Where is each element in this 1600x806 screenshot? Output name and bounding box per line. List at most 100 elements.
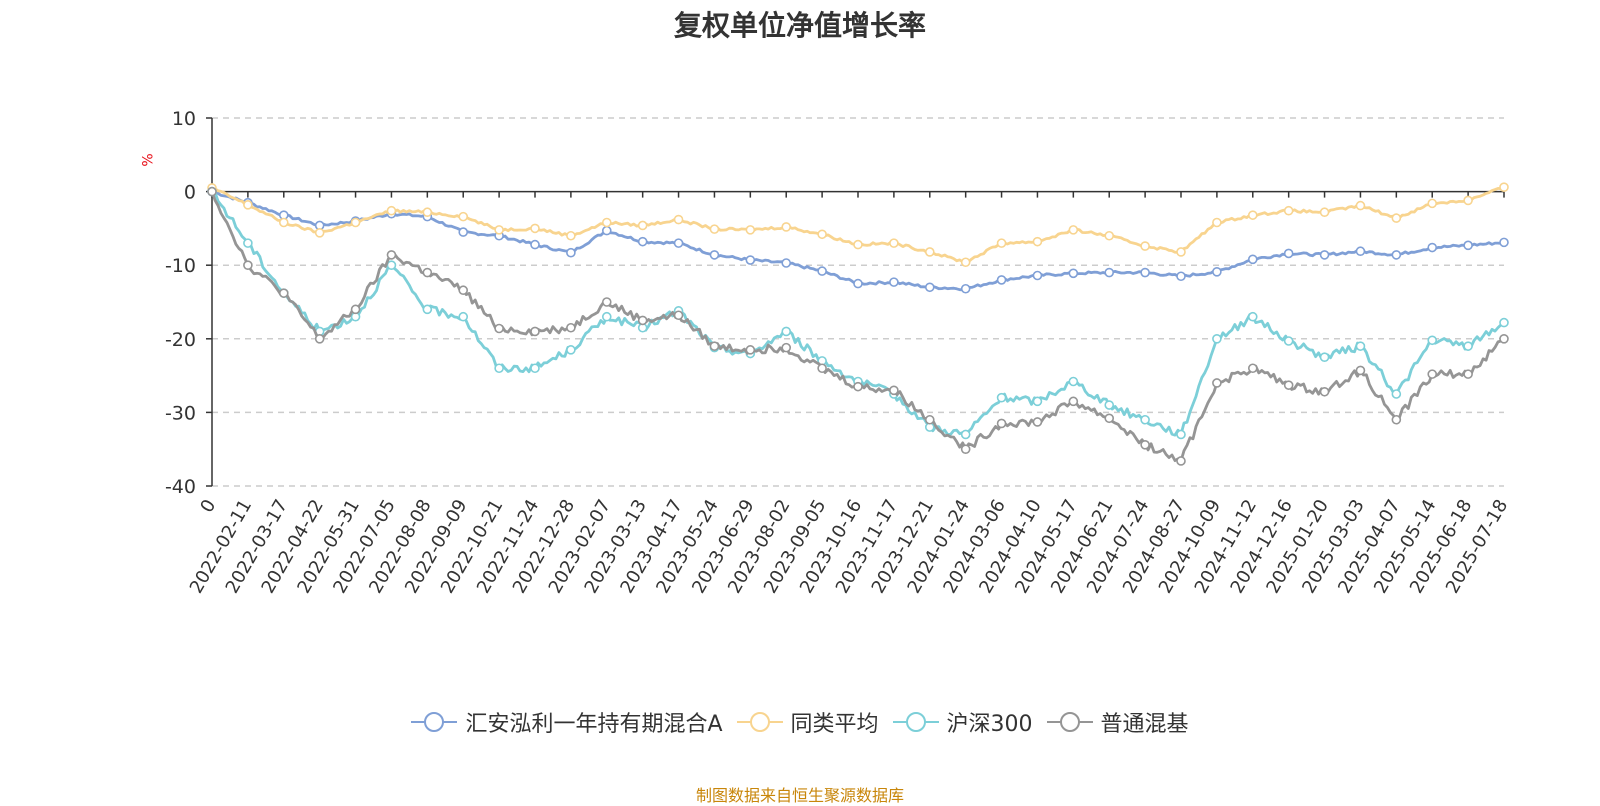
data-point	[422, 267, 433, 278]
data-point	[1355, 246, 1366, 257]
data-point	[924, 247, 935, 257]
data-point	[781, 222, 792, 232]
axes	[211, 118, 1504, 486]
data-point	[1247, 311, 1258, 322]
data-point	[601, 297, 612, 307]
data-point	[709, 224, 720, 234]
legend-label: 汇安泓利一年持有期混合A	[465, 712, 723, 737]
data-point	[1319, 386, 1330, 397]
data-point	[350, 217, 361, 228]
data-point	[996, 418, 1007, 429]
data-point	[1319, 352, 1330, 363]
data-point	[996, 392, 1007, 403]
data-point	[1104, 267, 1115, 278]
data-point	[673, 310, 684, 321]
data-point	[1176, 429, 1186, 440]
data-point	[1140, 241, 1150, 251]
data-point	[673, 214, 684, 225]
data-point	[566, 230, 576, 241]
data-point	[637, 236, 648, 247]
data-point	[1355, 341, 1366, 351]
data-point	[1212, 378, 1222, 388]
legend-item[interactable]: 汇安泓利一年持有期混合A	[411, 706, 723, 738]
legend-label: 沪深300	[946, 712, 1033, 737]
data-point	[637, 315, 648, 326]
data-point	[853, 381, 863, 392]
grid-lines	[212, 117, 1504, 487]
y-tick-label: 0	[184, 182, 196, 204]
data-point	[314, 333, 325, 344]
data-point	[745, 345, 756, 355]
data-point	[960, 429, 971, 440]
data-point	[1463, 240, 1473, 251]
y-tick-label: -10	[165, 255, 196, 277]
data-point	[1032, 270, 1043, 281]
legend-marker-icon	[1046, 712, 1093, 732]
data-point	[386, 205, 397, 216]
series-line	[211, 190, 1505, 437]
legend: 汇安泓利一年持有期混合A 同类平均 沪深300 普通混基	[0, 706, 1600, 738]
data-point	[1068, 225, 1079, 235]
data-point	[1032, 396, 1043, 407]
data-point	[1104, 400, 1115, 410]
data-point	[1212, 267, 1222, 277]
data-point	[601, 225, 612, 236]
data-point	[1140, 439, 1150, 450]
data-point	[566, 345, 576, 355]
x-tick-label: 0	[196, 496, 220, 516]
data-point	[960, 444, 971, 455]
data-point	[673, 238, 684, 248]
data-point	[1140, 267, 1150, 278]
data-point	[1068, 376, 1079, 387]
data-point	[1283, 336, 1294, 346]
data-point	[422, 207, 433, 218]
data-point	[745, 225, 756, 235]
data-point	[278, 288, 289, 298]
data-point	[1499, 182, 1509, 192]
data-point	[458, 227, 469, 237]
data-point	[1463, 195, 1473, 206]
data-point	[1104, 413, 1115, 424]
line-chart: 100-10-20-30-40 02022-02-112022-03-17202…	[165, 108, 1512, 597]
data-point	[458, 211, 469, 222]
legend-item[interactable]: 沪深300	[892, 706, 1033, 738]
legend-item[interactable]: 同类平均	[736, 706, 879, 738]
data-point	[494, 225, 504, 235]
data-point	[1176, 456, 1186, 466]
data-point	[1068, 396, 1079, 407]
data-point	[781, 326, 792, 337]
data-point	[494, 363, 504, 374]
data-point	[1319, 207, 1330, 218]
data-point	[314, 228, 325, 238]
data-point	[1319, 250, 1330, 260]
data-point	[422, 304, 433, 315]
data-point	[817, 363, 827, 374]
data-point	[1176, 247, 1186, 257]
data-point	[1427, 198, 1438, 209]
data-point	[278, 217, 289, 228]
legend-item[interactable]: 普通混基	[1046, 706, 1189, 738]
data-source-note: 制图数据来自恒生聚源数据库	[695, 786, 904, 805]
data-point	[637, 220, 648, 231]
data-point	[1176, 271, 1186, 282]
y-tick-label: -40	[165, 476, 196, 498]
data-point	[1104, 230, 1115, 241]
data-point	[1247, 254, 1258, 265]
data-point	[207, 186, 217, 197]
data-point	[243, 200, 253, 210]
data-point	[243, 238, 253, 248]
data-point	[924, 282, 935, 293]
data-point	[458, 285, 469, 296]
legend-marker-icon	[892, 712, 939, 732]
data-point	[1355, 200, 1366, 211]
data-point	[1212, 217, 1222, 228]
data-point	[1427, 242, 1438, 253]
data-point	[1140, 414, 1150, 425]
y-tick-label: 10	[172, 108, 196, 130]
data-point	[889, 277, 899, 287]
data-point	[1463, 341, 1473, 351]
data-point	[996, 238, 1007, 248]
data-point	[960, 257, 971, 268]
data-point	[1499, 333, 1509, 344]
data-point	[889, 385, 899, 396]
